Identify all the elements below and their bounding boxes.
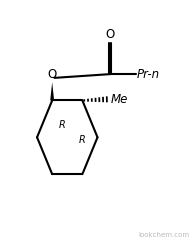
- Text: R: R: [59, 120, 66, 130]
- Polygon shape: [50, 82, 54, 100]
- Text: lookchem.com: lookchem.com: [138, 232, 189, 238]
- Text: Pr-n: Pr-n: [136, 68, 160, 81]
- Text: O: O: [48, 68, 57, 81]
- Text: O: O: [105, 28, 115, 41]
- Text: Me: Me: [110, 93, 128, 106]
- Text: R: R: [79, 135, 85, 145]
